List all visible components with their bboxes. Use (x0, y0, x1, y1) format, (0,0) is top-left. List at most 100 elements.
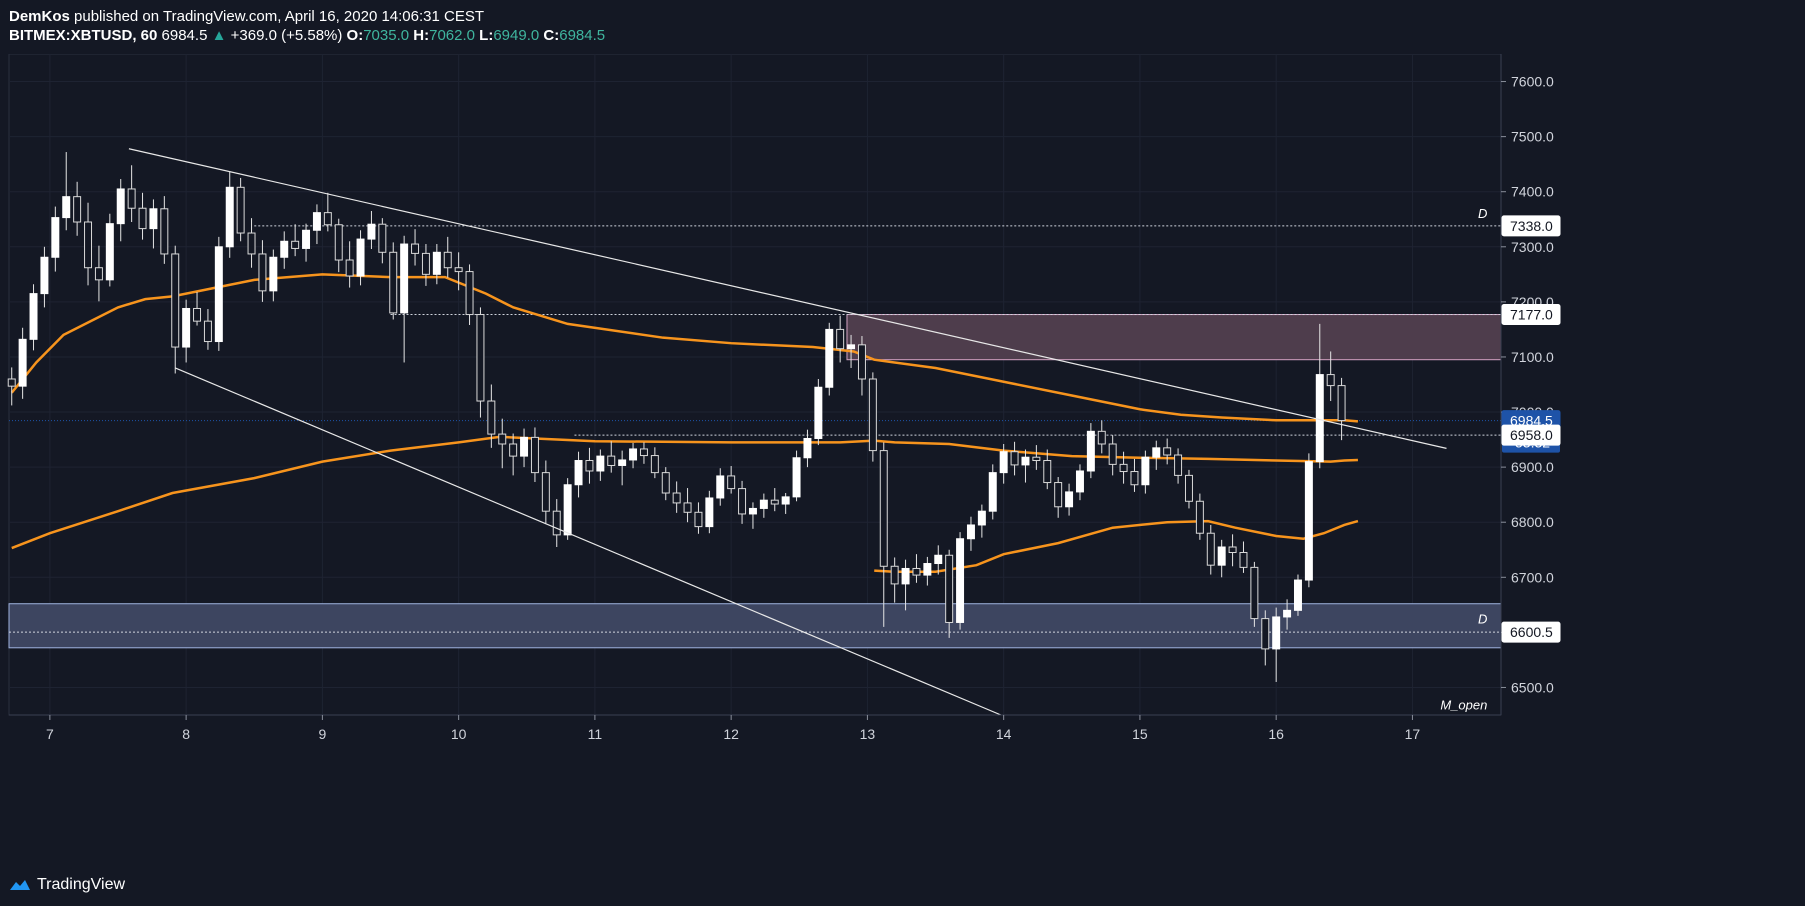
level-price-badge: 6600.5 (1501, 621, 1561, 643)
candle-body-down (890, 565, 899, 585)
badge-text: 6600.5 (1510, 624, 1553, 640)
candle (770, 488, 779, 512)
candle (1141, 450, 1150, 494)
candle-body-up (1086, 430, 1095, 472)
candle-body-up (105, 223, 114, 281)
candle (454, 252, 463, 291)
candle-body-down (1174, 454, 1183, 476)
candle-body-down (1130, 471, 1139, 486)
brand-name[interactable]: TradingView (37, 876, 126, 893)
candle-body-down (650, 455, 659, 474)
price-change: +369.0 (+5.58%) (230, 27, 343, 44)
price-chart[interactable]: DDM_open7600.07500.07400.07300.07200.071… (0, 54, 1805, 862)
candle (901, 559, 910, 611)
candle-body-up (1293, 579, 1302, 611)
candle-body-down (868, 378, 877, 452)
candle-body-down (345, 259, 354, 277)
candle-body-down (498, 433, 507, 445)
level-price-badge: 7177.0 (1501, 304, 1561, 326)
candle-body-down (1108, 443, 1117, 465)
candle-body-down (1054, 482, 1063, 508)
ma-2-line (11, 435, 1358, 550)
candle-body-up (432, 251, 441, 275)
candle (1250, 561, 1259, 627)
candle-body-down (443, 251, 452, 269)
candle (18, 327, 27, 399)
candle-body-up (18, 338, 27, 387)
candle (312, 204, 321, 245)
candle (1065, 483, 1074, 516)
candle-body-down (1119, 463, 1128, 473)
candle (1239, 541, 1248, 573)
candle-body-up (62, 196, 71, 219)
candle-body-up (934, 554, 943, 565)
author-name[interactable]: DemKos (9, 8, 70, 25)
price-axis-label: 6900.0 (1511, 459, 1554, 475)
candle (683, 488, 692, 523)
candle (367, 210, 376, 249)
candle-body-up (825, 328, 834, 388)
candle-body-up (705, 497, 714, 528)
candle (999, 443, 1008, 484)
candle-body-up (999, 451, 1008, 474)
candle-body-down (476, 314, 485, 402)
candle (879, 442, 888, 627)
candle (966, 516, 975, 551)
candle-body-up (214, 246, 223, 343)
candle-body-up (1217, 546, 1226, 566)
candle-body-down (1250, 566, 1259, 620)
resistance-zone (846, 314, 1502, 361)
candle-body-up (1075, 470, 1084, 493)
published-text: published on TradingView.com, April 16, … (74, 8, 485, 25)
candle (29, 284, 38, 351)
candle-body-down (1010, 451, 1019, 466)
close-label: C: (543, 27, 560, 44)
candle (138, 192, 147, 240)
candle-body-up (814, 386, 823, 439)
candle-body-up (302, 229, 311, 249)
up-arrow-icon: ▲ (211, 27, 227, 44)
candle-body-up (629, 448, 638, 461)
time-axis-label: 11 (588, 726, 603, 742)
candle (836, 315, 845, 363)
candle (977, 504, 986, 538)
time-axis-label: 12 (723, 726, 739, 742)
candle-body-up (269, 256, 278, 292)
candle (7, 367, 16, 406)
candle (1075, 464, 1084, 501)
candle-body-up (367, 223, 376, 240)
annotation-label: D (1478, 612, 1487, 627)
candle (1119, 451, 1128, 484)
ohlc-line: BITMEX:XBTUSD, 60 6984.5 ▲ +369.0 (+5.58… (9, 26, 1805, 45)
candle-body-up (923, 563, 932, 576)
candle-body-up (1283, 609, 1292, 618)
candle-body-up (781, 496, 790, 505)
candle-body-up (1065, 491, 1074, 508)
candle (1326, 351, 1335, 402)
candle-body-down (171, 253, 180, 348)
candle-body-down (193, 307, 202, 322)
candle (1163, 438, 1172, 465)
candle-body-down (509, 443, 518, 457)
price-axis-label: 7600.0 (1511, 74, 1554, 90)
candle-body-up (966, 524, 975, 540)
candle-body-up (182, 307, 191, 348)
candle (280, 231, 289, 269)
candle-body-up (40, 256, 49, 295)
badge-background (1501, 424, 1561, 446)
candle-body-down (389, 251, 398, 314)
price-axis-label: 6800.0 (1511, 514, 1554, 530)
time-axis-label: 16 (1268, 726, 1284, 742)
candle (73, 181, 82, 236)
candle-body-down (530, 436, 539, 474)
candle (748, 502, 757, 529)
time-axis-label: 7 (46, 726, 54, 742)
candle (857, 336, 866, 396)
candle (214, 236, 223, 351)
footer: TradingView (9, 876, 125, 894)
candle (94, 245, 103, 302)
time-axis-label: 9 (318, 726, 326, 742)
symbol-label[interactable]: BITMEX:XBTUSD, 60 (9, 27, 158, 44)
candle-body-down (127, 188, 136, 209)
candle-body-up (759, 499, 768, 509)
